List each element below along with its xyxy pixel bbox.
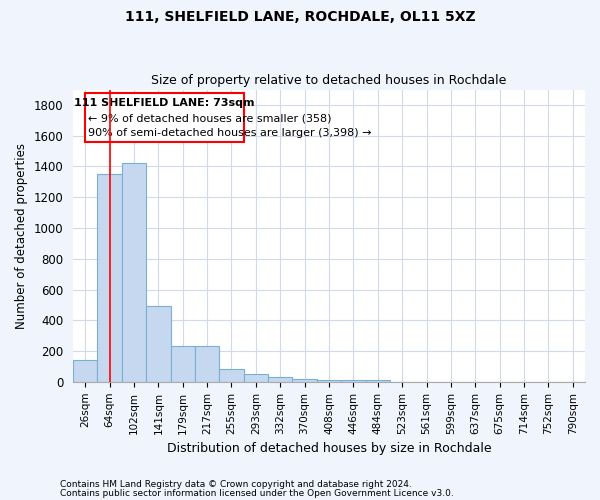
Bar (73, 360, 97, 382)
Bar (146, 306, 170, 382)
Text: Contains public sector information licensed under the Open Government Licence v3: Contains public sector information licen… (60, 488, 454, 498)
Bar (292, 378, 317, 382)
Bar (365, 380, 390, 382)
Bar (122, 164, 146, 382)
Bar (268, 377, 292, 382)
Bar (85, 92, 244, 142)
Bar (244, 374, 268, 382)
Text: 90% of semi-detached houses are larger (3,398) →: 90% of semi-detached houses are larger (… (88, 128, 371, 138)
Title: Size of property relative to detached houses in Rochdale: Size of property relative to detached ho… (151, 74, 507, 87)
Bar (341, 380, 365, 382)
Text: 111, SHELFIELD LANE, ROCHDALE, OL11 5XZ: 111, SHELFIELD LANE, ROCHDALE, OL11 5XZ (125, 10, 475, 24)
Bar (317, 380, 341, 382)
X-axis label: Distribution of detached houses by size in Rochdale: Distribution of detached houses by size … (167, 442, 491, 455)
Bar (220, 368, 244, 382)
Y-axis label: Number of detached properties: Number of detached properties (15, 142, 28, 328)
Text: Contains HM Land Registry data © Crown copyright and database right 2024.: Contains HM Land Registry data © Crown c… (60, 480, 412, 489)
Bar (195, 346, 220, 382)
Bar (170, 346, 195, 382)
Bar (97, 174, 122, 382)
Text: ← 9% of detached houses are smaller (358): ← 9% of detached houses are smaller (358… (88, 113, 331, 123)
Text: 111 SHELFIELD LANE: 73sqm: 111 SHELFIELD LANE: 73sqm (74, 98, 255, 108)
